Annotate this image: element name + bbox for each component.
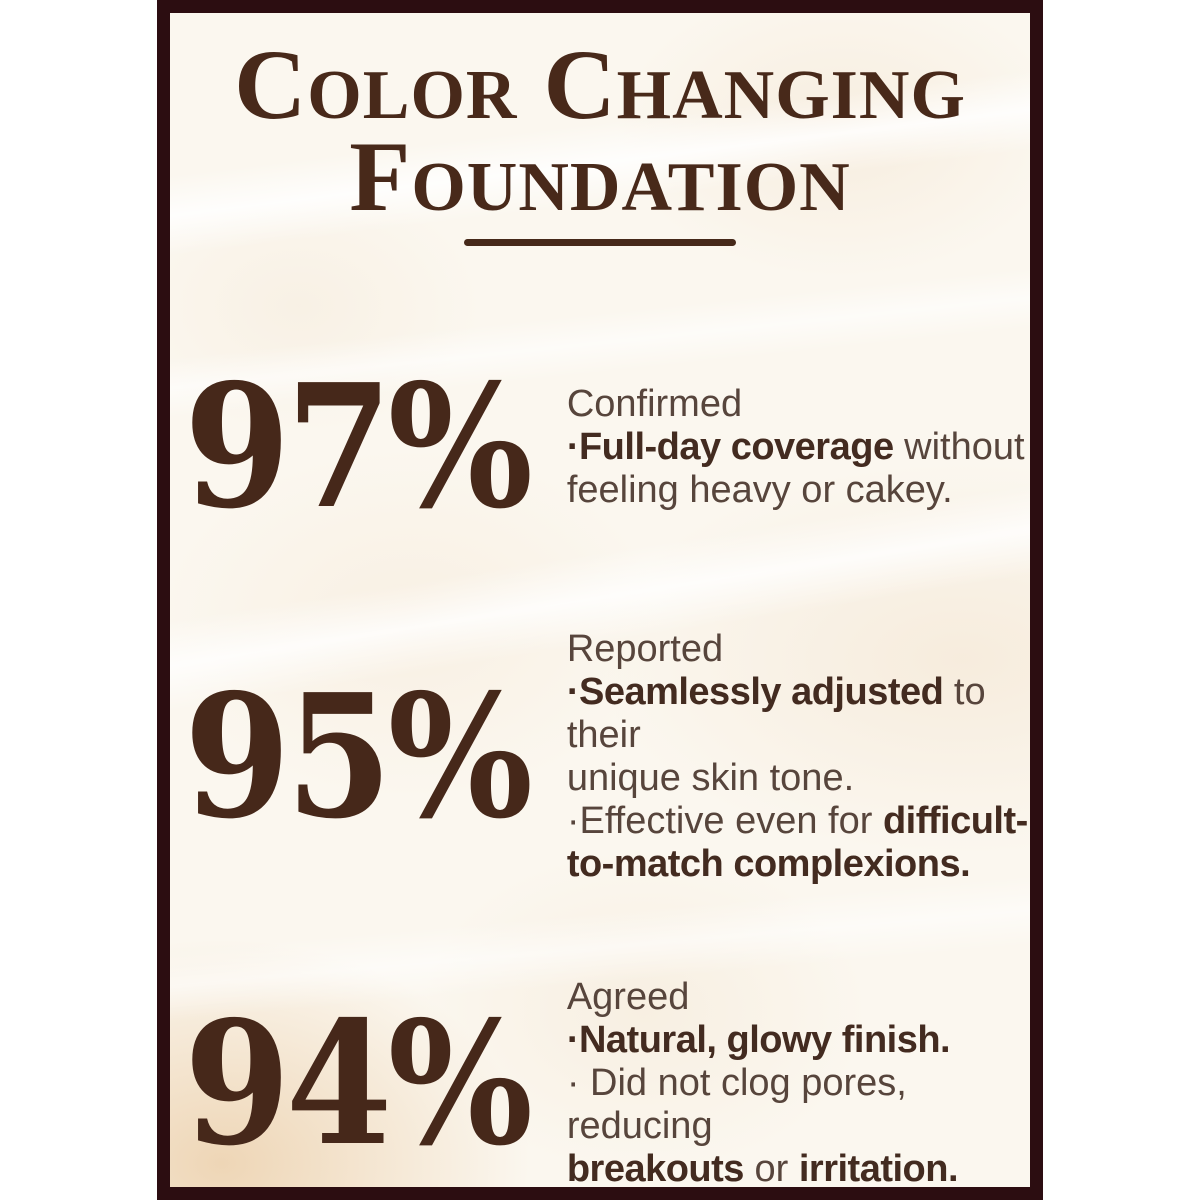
stats-list: 97% Confirmed ·Full-day coverage without fe…	[170, 362, 1030, 1190]
stat-line: ·Full-day coverage without	[567, 426, 1030, 469]
page-title: Color Changing Foundation	[170, 29, 1030, 232]
stat-row: 94% Agreed ·Natural, glowy finish. · Did no…	[170, 976, 1030, 1190]
text-segment: difficult-	[882, 800, 1028, 842]
text-segment: Confirmed	[566, 382, 743, 425]
stat-line: feeling heavy or cakey.	[567, 469, 1030, 512]
stat-line: Agreed	[567, 976, 1030, 1019]
stat-line: Reported	[567, 628, 1030, 671]
text-segment: breakouts	[566, 1148, 745, 1190]
text-segment: irritation.	[798, 1148, 959, 1190]
text-segment: ·Full-day coverage	[566, 425, 894, 468]
title-line-2: Foundation	[349, 121, 851, 232]
text-segment: or	[743, 1148, 799, 1190]
text-segment: ·Effective even for	[566, 800, 883, 842]
text-segment: ·Natural, glowy finish.	[566, 1019, 951, 1061]
stat-line: ·Effective even for difficult-	[567, 800, 1030, 843]
stat-percentage: 95%	[184, 657, 533, 857]
cream-texture-background	[170, 13, 1030, 1187]
text-segment: to-match complexions.	[566, 843, 971, 885]
text-segment: without	[893, 425, 1025, 468]
stat-line: breakouts or irritation.	[566, 1148, 1030, 1190]
text-segment: feeling heavy or cakey.	[566, 468, 953, 511]
foundation-infographic-card: Color Changing Foundation 97% Confirmed ·F…	[157, 0, 1043, 1200]
text-segment: Reported	[566, 628, 724, 670]
stat-line: ·Natural, glowy finish.	[567, 1019, 1030, 1062]
stat-percentage: 94%	[184, 983, 533, 1184]
stat-line: to-match complexions.	[567, 843, 1030, 886]
title-line-1: Color Changing	[234, 29, 966, 140]
card-content: Color Changing Foundation 97% Confirmed ·F…	[170, 29, 1030, 1190]
text-segment: ·Seamlessly adjusted	[566, 671, 944, 713]
stat-percentage: 97%	[184, 347, 533, 547]
stat-line: Confirmed	[567, 383, 1030, 426]
stat-row: 95% Reported ·Seamlessly adjusted to their…	[170, 628, 1030, 886]
stat-description: Agreed ·Natural, glowy finish. · Did not c…	[566, 976, 1030, 1190]
text-segment: · Did not clog pores, reducing	[566, 1062, 907, 1147]
stat-line: · Did not clog pores, reducing	[567, 1062, 1030, 1148]
stat-line: ·Seamlessly adjusted to their	[567, 671, 1030, 757]
text-segment: Agreed	[566, 976, 690, 1018]
stat-line: unique skin tone.	[567, 757, 1030, 800]
text-segment: unique skin tone.	[566, 757, 855, 799]
stat-row: 97% Confirmed ·Full-day coverage without fe…	[170, 362, 1030, 532]
stat-description: Reported ·Seamlessly adjusted to their uni…	[567, 628, 1030, 886]
stat-description: Confirmed ·Full-day coverage without feeli…	[567, 383, 1030, 512]
title-divider	[464, 239, 736, 246]
